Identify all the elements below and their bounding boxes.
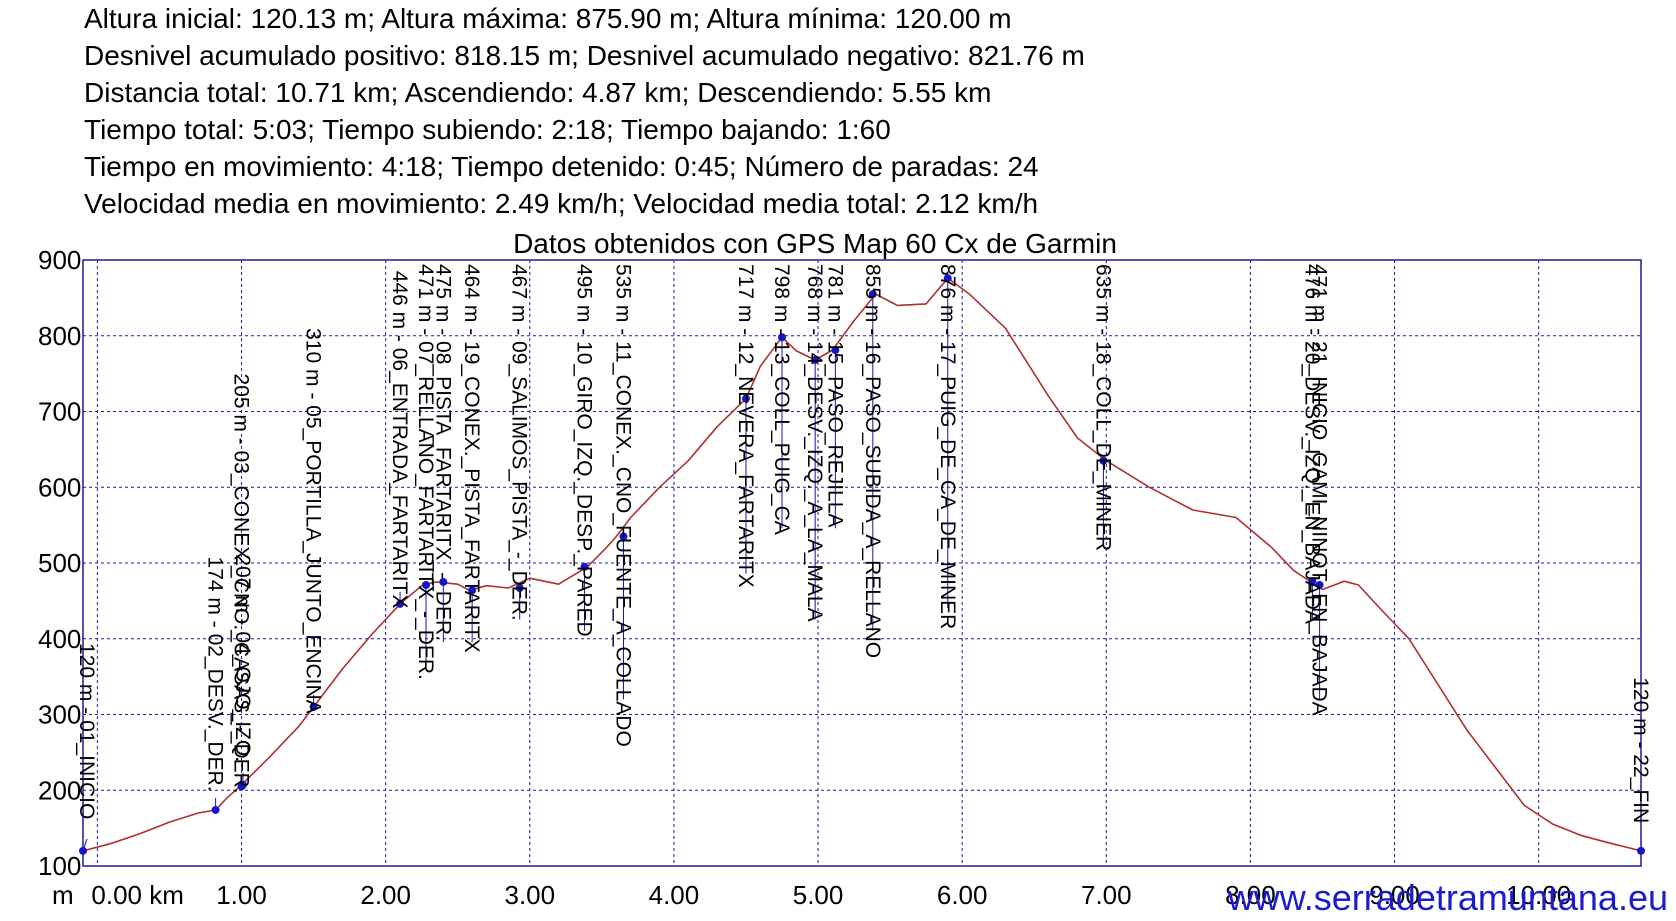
- x-tick-label: 7.00: [1081, 880, 1132, 910]
- waypoint-marker: [811, 355, 820, 364]
- waypoint-marker: [741, 394, 750, 403]
- waypoint-label: 717 m - 12_NEVERA_FARTARITX: [734, 264, 757, 588]
- grid-lines: [83, 260, 1641, 866]
- y-tick-label: 300: [38, 700, 81, 730]
- waypoint-marker: [1315, 580, 1324, 589]
- waypoint-label: 876 m - 17_PUIG_DE_CA_DE_MINER: [936, 264, 959, 629]
- y-tick-label: 200: [38, 775, 81, 805]
- stat-line-speed: Velocidad media en movimiento: 2.49 km/h…: [84, 188, 1039, 219]
- waypoint-markers: [79, 274, 1645, 855]
- plot-frame: [82, 259, 1642, 867]
- x-tick-label: 2.00: [360, 880, 411, 910]
- waypoint-labels: 120 m - 01_INICIO 174 m - 02_DESV._DER. 20…: [75, 264, 1652, 823]
- y-tick-label: 100: [38, 851, 81, 881]
- waypoint-label: 475 m - 08_PISTA_FARTARITX_-_DER.: [431, 264, 454, 641]
- stat-line-elevation-gain: Desnivel acumulado positivo: 818.15 m; D…: [84, 40, 1085, 71]
- y-tick-label: 800: [38, 321, 81, 351]
- waypoint-label: 471 m - 07_RELLANO_FARTARITX_-_DER.: [414, 264, 437, 680]
- waypoint-label: 495 m - 10_GIRO_IZQ._DESP._PARED: [573, 264, 596, 637]
- x-tick-label: 3.00: [504, 880, 555, 910]
- stat-line-moving-time: Tiempo en movimiento: 4:18; Tiempo deten…: [84, 151, 1039, 182]
- y-tick-label: 900: [38, 245, 81, 275]
- waypoint-label: 635 m - 18_COLL_DE_MINER: [1091, 264, 1114, 551]
- x-tick-label: 10.00: [1506, 880, 1571, 910]
- waypoint-marker: [619, 532, 628, 541]
- waypoint-marker: [868, 290, 877, 299]
- waypoint-label: 471 m - 21_INICIO_CAMI_NINOT_EN_BAJADA: [1308, 264, 1331, 716]
- waypoint-marker: [79, 846, 87, 855]
- x-axis-ticks: m 0.00 km 1.00 2.00 3.00 4.00 5.00 6.00 7.00 8.00…: [52, 880, 1571, 910]
- waypoint-label: 446 m - 06_ENTRADA_FARTARITX: [388, 271, 411, 609]
- y-axis-ticks: 100 200 300 400 500 600 700 800 900: [38, 245, 81, 881]
- waypoint-leaders: [82, 278, 1642, 852]
- waypoint-label: 535 m - 11_CONEX._CNO_FUENTE_A_COLLADO: [611, 264, 634, 747]
- waypoint-label: 781 m - 15_PASO_REJILLA: [823, 264, 846, 527]
- x-tick-label: 9.00: [1369, 880, 1420, 910]
- waypoint-marker: [515, 583, 524, 592]
- waypoint-label: 464 m - 19_CONEX._PISTA_FARTARITX: [460, 264, 483, 653]
- stat-line-times: Tiempo total: 5:03; Tiempo subiendo: 2:1…: [84, 114, 891, 145]
- stat-line-altitudes: Altura inicial: 120.13 m; Altura máxima:…: [84, 3, 1012, 34]
- waypoint-label: 207 m - 04_OJO_IZQ.: [231, 554, 254, 762]
- x-tick-label: 5.00: [793, 880, 844, 910]
- waypoint-label: 120 m - 22_FIN: [1629, 677, 1652, 823]
- waypoint-label: 467 m - 09_SALIMOS_PISTA_-_DER.: [508, 264, 531, 621]
- x-tick-label: 0.00 km: [91, 880, 184, 910]
- x-tick-label: 4.00: [649, 880, 700, 910]
- waypoint-marker: [309, 702, 318, 711]
- x-tick-label: 8.00: [1225, 880, 1276, 910]
- waypoint-label: 205 m - 03_CONEX._CNO._CASAS_-_DER.: [230, 373, 253, 793]
- waypoint-marker: [1099, 456, 1108, 465]
- y-tick-label: 500: [38, 548, 81, 578]
- x-tick-label: 6.00: [937, 880, 988, 910]
- y-tick-label: 600: [38, 472, 81, 502]
- waypoint-marker: [238, 780, 247, 789]
- y-tick-label: 400: [38, 624, 81, 654]
- x-tick-label: 1.00: [216, 880, 267, 910]
- stat-line-distance: Distancia total: 10.71 km; Ascendiendo: …: [84, 77, 992, 108]
- waypoint-marker: [468, 586, 477, 595]
- waypoint-marker: [439, 577, 448, 586]
- waypoint-marker: [778, 333, 787, 342]
- waypoint-marker: [943, 274, 952, 283]
- y-tick-label: 700: [38, 397, 81, 427]
- waypoint-label: 768 m - 14_DESV._IZQ._A_LA_MALA: [803, 264, 826, 622]
- waypoint-marker: [422, 580, 431, 589]
- waypoint-label: 476 m - 20_DESV._IZQ._EN_BAJADA: [1300, 264, 1323, 624]
- waypoint-label: 120 m - 01_INICIO: [75, 643, 98, 819]
- chart-title: Datos obtenidos con GPS Map 60 Cx de Gar…: [513, 228, 1117, 259]
- waypoint-label: 798 m - 13_COLL_PUIG_CA: [770, 264, 793, 535]
- x-axis-unit-label: m: [52, 880, 74, 910]
- waypoint-marker: [396, 599, 405, 608]
- waypoint-marker: [1637, 846, 1645, 855]
- watermark: www.serradetramuntana.eu: [1227, 877, 1668, 918]
- waypoint-marker: [831, 346, 840, 355]
- waypoint-marker: [580, 562, 589, 571]
- waypoint-label: 855 m - 16_PASO_SUBIDA_A_RELLANO: [861, 264, 884, 658]
- waypoint-marker: [1308, 577, 1317, 586]
- stats-block: Altura inicial: 120.13 m; Altura máxima:…: [84, 0, 1085, 222]
- waypoint-label: 174 m - 02_DESV._DER.: [204, 557, 227, 792]
- waypoint-label: 310 m - 05_PORTILLA_JUNTO_ENCINA: [302, 328, 325, 714]
- waypoint-marker: [211, 805, 220, 814]
